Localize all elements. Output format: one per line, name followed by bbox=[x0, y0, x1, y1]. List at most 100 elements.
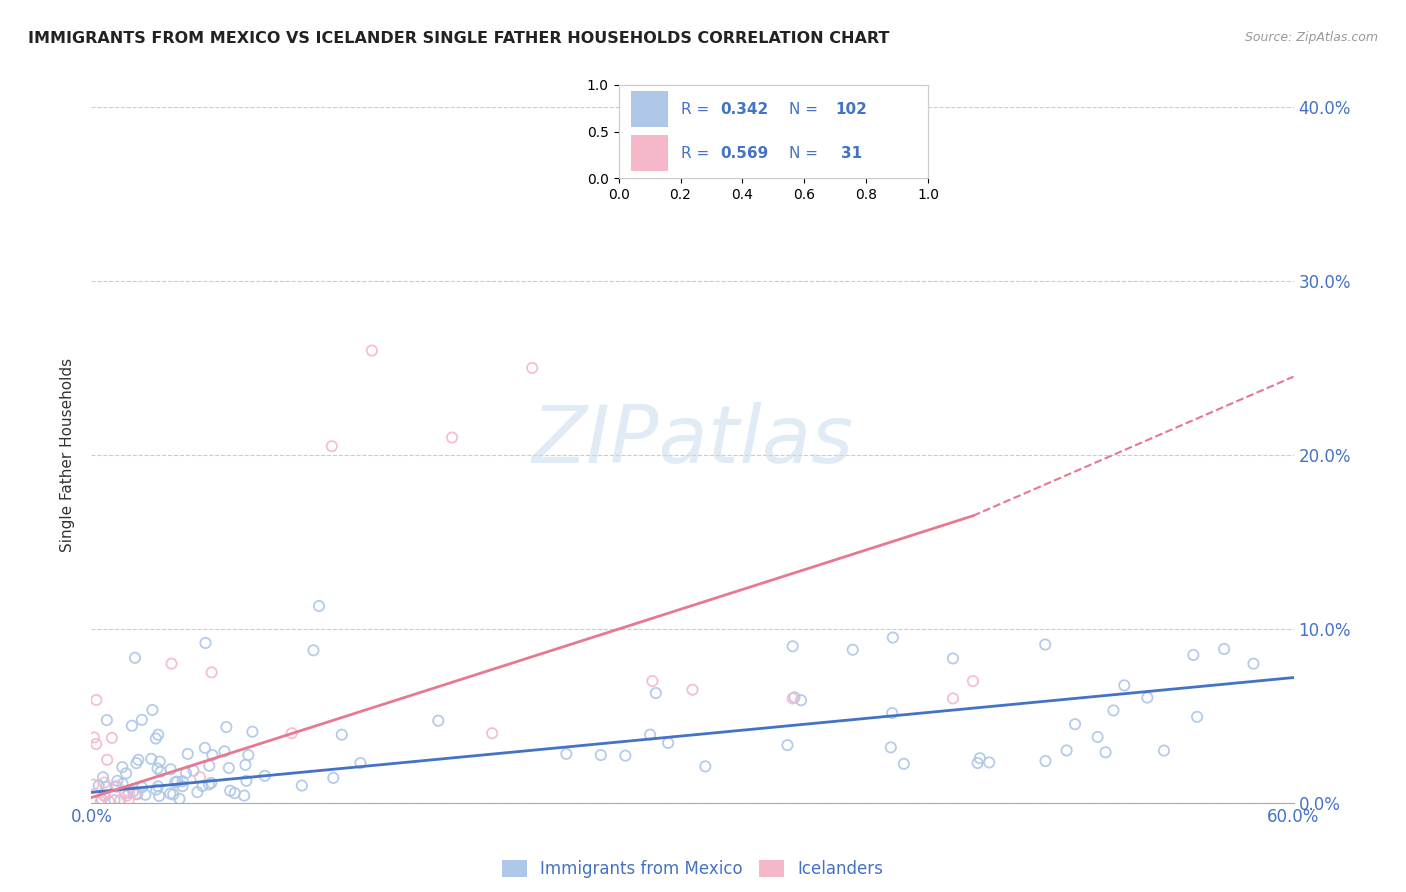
Point bbox=[159, 762, 181, 776]
Point bbox=[695, 759, 717, 773]
Point bbox=[882, 631, 904, 645]
Point bbox=[1182, 648, 1205, 662]
Point bbox=[183, 764, 205, 778]
Point bbox=[308, 599, 330, 613]
Point bbox=[215, 720, 238, 734]
Point bbox=[105, 773, 128, 788]
Point bbox=[131, 713, 153, 727]
Point bbox=[124, 650, 146, 665]
Point bbox=[1035, 754, 1057, 768]
Text: IMMIGRANTS FROM MEXICO VS ICELANDER SINGLE FATHER HOUSEHOLDS CORRELATION CHART: IMMIGRANTS FROM MEXICO VS ICELANDER SING… bbox=[28, 31, 890, 46]
Point bbox=[84, 737, 107, 751]
Text: ZIPatlas: ZIPatlas bbox=[531, 402, 853, 480]
Point bbox=[149, 764, 172, 779]
Point bbox=[969, 751, 991, 765]
Point bbox=[349, 756, 371, 770]
Point bbox=[214, 744, 236, 758]
Text: N =: N = bbox=[789, 102, 823, 117]
Point bbox=[166, 774, 188, 789]
Point bbox=[681, 682, 703, 697]
Point bbox=[86, 693, 108, 707]
Point bbox=[644, 686, 666, 700]
Point bbox=[145, 731, 167, 746]
Point bbox=[589, 747, 612, 762]
Point bbox=[1056, 743, 1078, 757]
Point bbox=[238, 747, 260, 762]
Point bbox=[1102, 703, 1125, 717]
Point bbox=[101, 731, 124, 745]
Point bbox=[122, 784, 145, 798]
Point bbox=[638, 728, 661, 742]
Point bbox=[169, 792, 191, 806]
Point bbox=[83, 731, 105, 745]
Point bbox=[481, 726, 503, 740]
Point bbox=[87, 778, 110, 792]
Point bbox=[962, 674, 984, 689]
Point bbox=[174, 766, 197, 780]
Point bbox=[172, 779, 194, 793]
Point bbox=[96, 753, 118, 767]
Point bbox=[614, 748, 637, 763]
Point bbox=[841, 642, 863, 657]
Point bbox=[1213, 642, 1236, 657]
Point bbox=[110, 793, 132, 807]
Point bbox=[302, 643, 325, 657]
Point bbox=[91, 770, 114, 784]
Point bbox=[90, 792, 112, 806]
Y-axis label: Single Father Households: Single Father Households bbox=[60, 358, 76, 552]
Point bbox=[322, 771, 344, 785]
Point bbox=[555, 747, 578, 761]
Point bbox=[427, 714, 450, 728]
Point bbox=[1033, 638, 1056, 652]
Point bbox=[1094, 745, 1116, 759]
Point bbox=[149, 755, 172, 769]
Point bbox=[125, 756, 148, 771]
Point bbox=[201, 748, 224, 763]
Point bbox=[121, 719, 143, 733]
Point bbox=[641, 674, 664, 689]
Point bbox=[96, 780, 118, 794]
Point bbox=[783, 690, 806, 705]
Point bbox=[125, 786, 148, 800]
Point bbox=[82, 778, 104, 792]
Point bbox=[1087, 730, 1109, 744]
Point bbox=[160, 657, 183, 671]
Point bbox=[111, 777, 134, 791]
Text: N =: N = bbox=[789, 145, 823, 161]
Point bbox=[127, 753, 149, 767]
Text: 31: 31 bbox=[841, 145, 862, 161]
Point bbox=[1243, 657, 1265, 671]
Point bbox=[118, 786, 141, 800]
Legend: Immigrants from Mexico, Icelanders: Immigrants from Mexico, Icelanders bbox=[495, 854, 890, 885]
Point bbox=[776, 738, 799, 752]
Point bbox=[219, 783, 242, 797]
Point bbox=[321, 439, 343, 453]
Point bbox=[880, 740, 903, 755]
Point bbox=[790, 693, 813, 707]
Point bbox=[188, 770, 211, 784]
Point bbox=[111, 760, 134, 774]
Point bbox=[93, 789, 115, 803]
Point bbox=[141, 703, 163, 717]
Point bbox=[1185, 710, 1208, 724]
Point bbox=[330, 728, 353, 742]
Point bbox=[242, 724, 264, 739]
Point bbox=[979, 756, 1001, 770]
Point bbox=[253, 769, 276, 783]
Point bbox=[291, 779, 314, 793]
Point bbox=[893, 756, 915, 771]
Point bbox=[440, 431, 463, 445]
Point bbox=[218, 761, 240, 775]
Point bbox=[186, 785, 208, 799]
Text: R =: R = bbox=[681, 102, 714, 117]
Text: R =: R = bbox=[681, 145, 714, 161]
Point bbox=[1064, 717, 1087, 731]
Point bbox=[235, 757, 257, 772]
Point bbox=[98, 795, 121, 809]
Point bbox=[146, 762, 169, 776]
Bar bbox=[631, 91, 668, 127]
Point bbox=[118, 793, 141, 807]
Bar bbox=[631, 136, 668, 171]
Point bbox=[198, 777, 221, 791]
Point bbox=[522, 360, 544, 375]
